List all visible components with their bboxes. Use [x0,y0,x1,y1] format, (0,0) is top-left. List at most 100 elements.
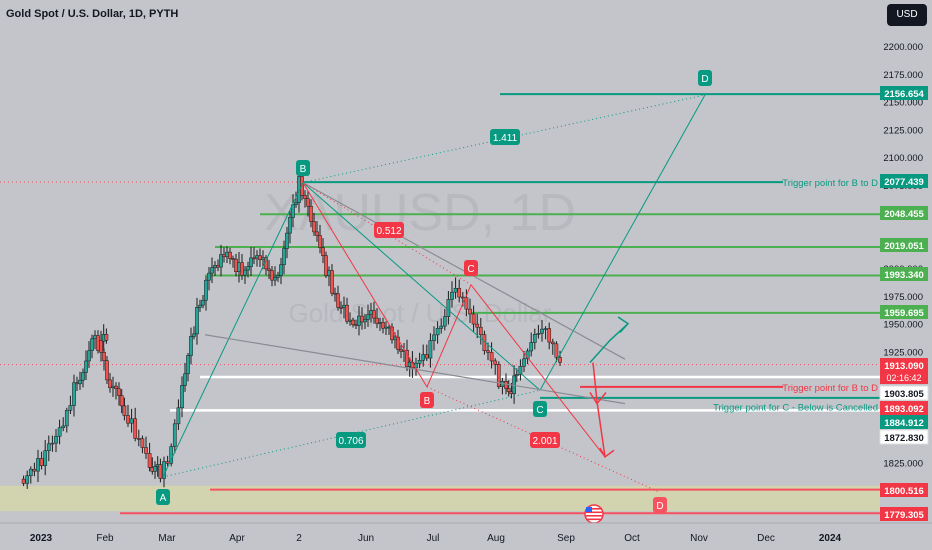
candle-body [258,255,262,260]
candle-body [327,270,331,276]
price-tag[interactable]: 1872.830 [879,429,929,445]
candle-body [237,262,241,272]
candle-body [522,358,526,367]
price-tag[interactable]: 1893.092 [880,401,928,415]
candle-body [21,478,26,484]
candle-body [405,349,409,368]
badge-text: B [424,396,431,407]
ratio-label[interactable]: 0.706 [336,432,366,448]
red-leg-cd [470,284,606,458]
us-flag-icon[interactable] [584,504,604,524]
price-tag[interactable]: 1779.305 [880,507,928,521]
candle-body [348,319,352,322]
currency-badge[interactable]: USD [887,4,927,26]
price-tag[interactable]: 2077.439 [880,174,928,188]
candle-body [81,372,85,381]
ratio-label[interactable]: 1.411 [490,129,520,145]
price-tag[interactable]: 2019.051 [880,238,928,252]
price-tag-bg [879,385,929,401]
candle-body [496,364,501,387]
price-tag[interactable]: 1959.695 [880,305,928,319]
badge-text: 0.706 [338,436,363,447]
candle-body [246,266,250,271]
candle-body [366,314,370,320]
candle-body [384,326,388,329]
pattern-point-b[interactable]: B [296,160,310,176]
candle-body [360,315,364,323]
badge-text: 2.001 [532,436,557,447]
candle-body [114,385,118,389]
price-tick-label: 1950.000 [883,320,923,331]
price-tick-label: 2200.000 [883,42,923,53]
price-tag[interactable]: 1884.912 [880,415,928,429]
price-tag[interactable]: 1993.340 [880,267,928,281]
projection-arrows [589,316,630,459]
candle-body [93,335,97,340]
candle-body [162,461,166,479]
candle-body [225,251,229,258]
price-tag[interactable]: 1800.516 [880,483,928,497]
candle-body [396,336,400,350]
price-tag-bg [880,507,928,521]
flag-canton [586,507,592,512]
candle-body [198,304,202,308]
annotation-text: Trigger point for B to D [782,178,878,189]
pattern-point-d[interactable]: D [698,70,712,86]
price-tag-bg [880,305,928,319]
ratio-label[interactable]: 0.512 [374,222,404,238]
time-axis[interactable]: 2023 Feb Mar Apr 2 Jun Jul Aug Sep Oct Nov Dec 2024 [0,522,932,550]
price-tag-text: 2077.439 [884,177,924,188]
badge-text: D [701,74,708,85]
price-tag-bg [880,238,928,252]
badge-text: 1.411 [493,133,518,144]
ratio-label[interactable]: 2.001 [530,432,560,448]
candle-body [306,198,310,207]
price-tag-text: 1893.092 [884,404,924,415]
price-tag-text: 2156.654 [884,89,924,100]
candle-body [72,382,76,406]
candle-body [558,357,562,363]
pattern-dotted-ac [162,389,541,478]
price-tag-text: 2019.051 [884,241,924,252]
price-tag-bg [880,86,928,100]
candle-body [192,333,196,337]
candle-body [435,328,440,336]
badge-text: C [467,264,474,275]
candle-body [333,292,337,295]
price-tag[interactable]: 2156.654 [880,86,928,100]
badge-bg [156,489,170,505]
candle-body [140,438,145,448]
price-tag-bg [880,206,928,220]
candle-body [111,385,115,389]
candle-body [369,310,373,316]
candle-body [428,340,433,359]
candle-body [122,405,127,416]
candle-body [540,328,544,334]
bullish-arrow-head [617,316,630,334]
candle-body [387,326,391,329]
candle-body [28,468,33,477]
pattern-point-a[interactable]: A [156,489,170,505]
red-pattern [302,182,661,493]
pattern-point-d[interactable]: D [653,497,667,513]
candle-body [43,450,48,466]
candle-body [165,461,170,464]
pattern-point-c[interactable]: C [533,401,547,417]
pattern-point-c[interactable]: C [464,260,478,276]
pattern-point-b[interactable]: B [420,392,434,408]
annotation-text: Trigger point for B to D [782,383,878,394]
pattern-dotted-bd [302,94,706,184]
candle-body [180,385,184,409]
price-tag[interactable]: 2048.455 [880,206,928,220]
price-tag[interactable]: 1903.805 [879,385,929,401]
flag-stripe [586,518,602,521]
candle-body [36,458,40,472]
candle-body [354,324,358,326]
price-levels [0,93,880,515]
price-axis[interactable]: 1825.0001850.0001875.0001900.0001925.000… [879,0,932,550]
candle-body [136,438,141,440]
price-tag-bg [880,267,928,281]
